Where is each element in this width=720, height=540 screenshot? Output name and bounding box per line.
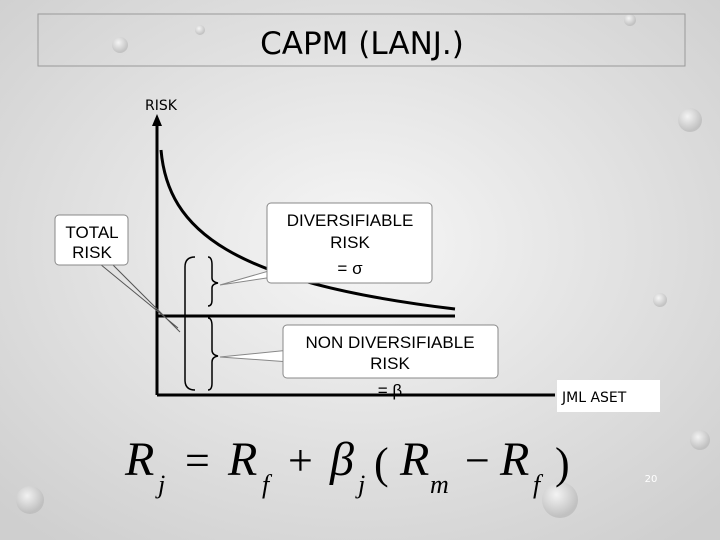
- diversifiable-callout: DIVERSIFIABLE RISK = σ: [219, 202, 433, 286]
- total-risk-callout: TOTAL RISK: [54, 214, 181, 333]
- total-bracket: [184, 256, 196, 391]
- formula-part: =: [185, 436, 210, 485]
- formula-sub: f: [262, 470, 273, 499]
- callout-text: = σ: [337, 259, 363, 278]
- callout-text: TOTAL: [65, 223, 118, 242]
- callout-text: DIVERSIFIABLE: [287, 211, 414, 230]
- formula-sub: j: [355, 470, 365, 499]
- callout-text: RISK: [330, 233, 370, 252]
- title-frame: [37, 13, 686, 67]
- y-axis-label: RISK: [145, 98, 178, 114]
- formula-part: R: [124, 433, 154, 486]
- non-diversifiable-brace: [207, 317, 219, 391]
- callout-text: = β: [378, 381, 403, 400]
- x-label-box: [557, 380, 660, 412]
- formula-part: R: [227, 433, 257, 486]
- formula-part: +: [288, 436, 313, 485]
- x-axis-label: JML ASET: [561, 390, 627, 406]
- formula-part: β: [329, 433, 354, 486]
- page-number: 20: [645, 474, 658, 485]
- capm-formula: R j = R f + β j ( R m − R f ): [124, 433, 570, 499]
- water-drops: [16, 14, 710, 518]
- callout-text: NON DIVERSIFIABLE: [305, 333, 474, 352]
- callout-text: RISK: [72, 243, 112, 262]
- formula-sub: f: [533, 470, 544, 499]
- non-diversifiable-callout: NON DIVERSIFIABLE RISK = β: [219, 324, 499, 400]
- diversifiable-brace: [207, 256, 219, 307]
- formula-part: (: [374, 439, 389, 488]
- total-risk-curve: [159, 149, 456, 311]
- y-axis-arrow: [152, 114, 162, 126]
- formula-sub: m: [430, 470, 449, 499]
- formula-part: R: [499, 433, 529, 486]
- callout-text: RISK: [370, 354, 410, 373]
- formula-sub: j: [155, 470, 165, 499]
- formula-part: R: [399, 433, 429, 486]
- formula-part: ): [555, 439, 570, 488]
- formula-part: −: [465, 436, 490, 485]
- title: CAPM (LANJ.): [260, 26, 464, 62]
